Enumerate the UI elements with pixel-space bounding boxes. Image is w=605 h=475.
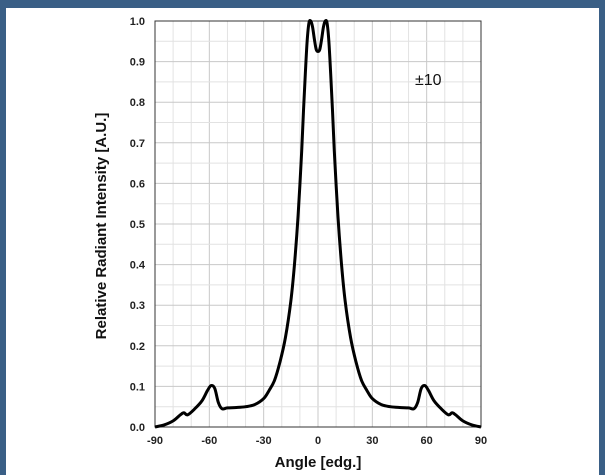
y-tick-label: 1.0 [130,16,145,28]
angle-annotation: ±10 [415,72,442,89]
y-tick-label: 0.0 [130,422,145,434]
y-axis-title: Relative Radiant Intensity [A.U.] [93,113,110,340]
y-tick-labels: 0.0 0.1 0.2 0.3 0.4 0.5 0.6 0.7 0.8 0.9 1.0 [130,16,146,434]
y-tick-label: 0.9 [130,57,145,69]
y-tick-label: 0.6 [130,178,145,190]
y-tick-label: 0.5 [130,219,145,231]
x-tick-label: -90 [147,435,163,447]
x-axis-title: Angle [edg.] [275,454,362,471]
plot-area [154,20,482,428]
x-tick-label: 0 [315,435,321,447]
x-tick-label: -60 [201,435,217,447]
y-tick-label: 0.3 [130,300,145,312]
x-tick-label: 90 [475,435,487,447]
y-tick-label: 0.2 [130,341,145,353]
y-tick-label: 0.7 [130,138,145,150]
y-tick-label: 0.4 [130,260,146,272]
x-tick-label: 30 [366,435,378,447]
x-tick-label: 60 [421,435,433,447]
y-tick-label: 0.1 [130,381,145,393]
intensity-curve [154,18,482,429]
y-tick-label: 0.8 [130,97,145,109]
x-tick-label: -30 [256,435,272,447]
x-tick-labels: -90 -60 -30 0 30 60 90 [147,435,487,447]
